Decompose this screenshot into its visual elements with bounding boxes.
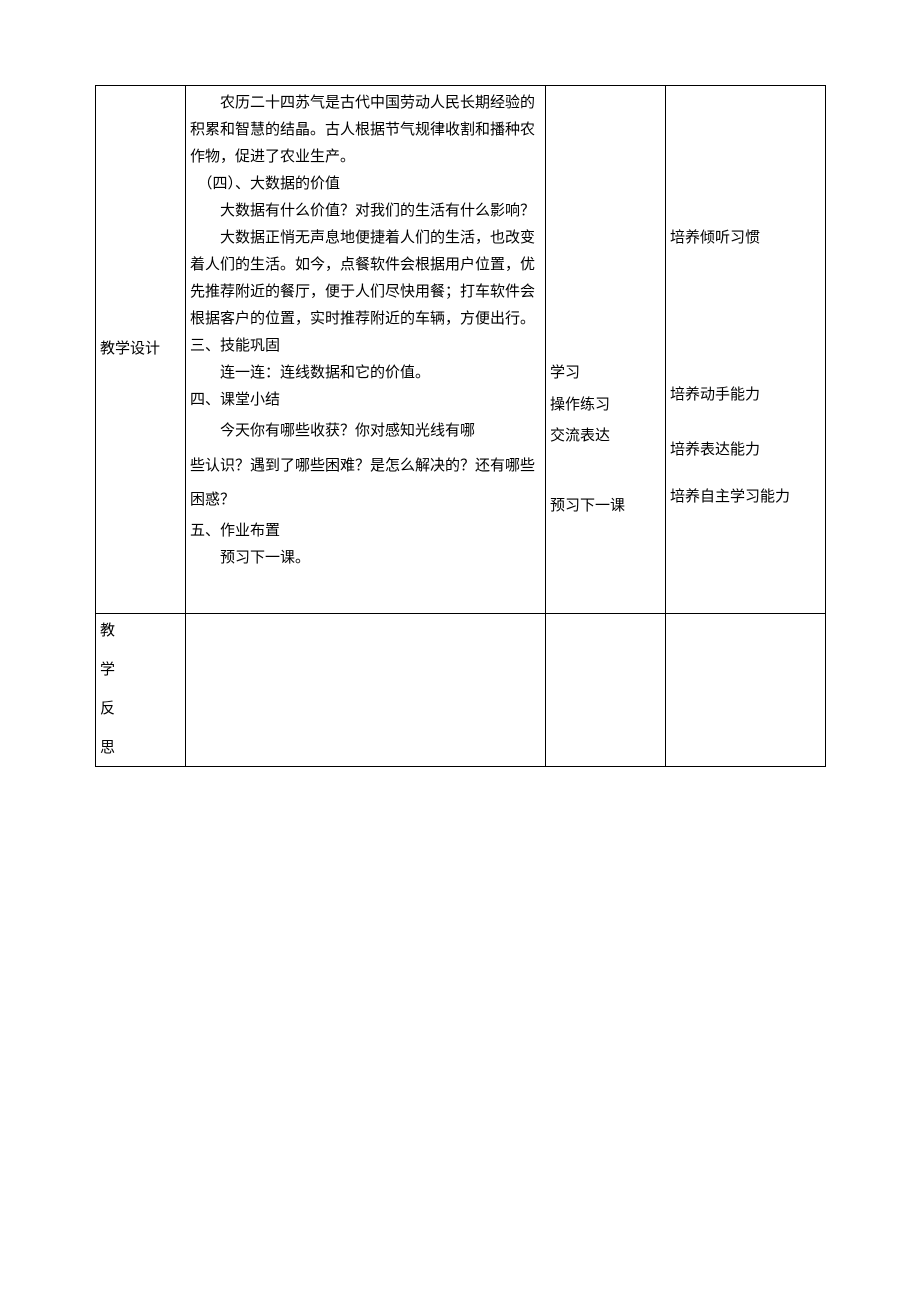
row1-goal-cell: 培养倾听习惯 培养动手能力 培养表达能力 培养自主学习能力 (666, 86, 826, 614)
goal-text: 培养表达能力 (670, 437, 821, 464)
row1-content-cell: 农历二十四苏气是古代中国劳动人民长期经验的积累和智慧的结晶。古人根据节气规律收割… (186, 86, 546, 614)
paragraph: 大数据有什么价值？对我们的生活有什么影响？ (190, 198, 541, 225)
spacer (670, 409, 821, 437)
char: 思 (100, 735, 115, 762)
student-activity: 学习 操作练习 交流表达 预习下一课 (550, 90, 661, 520)
teaching-content: 农历二十四苏气是古代中国劳动人民长期经验的积累和智慧的结晶。古人根据节气规律收割… (190, 90, 541, 572)
spacer (670, 90, 821, 225)
paragraph: 连一连：连线数据和它的价值。 (190, 360, 541, 387)
spacer (550, 90, 661, 358)
row2-label-cell: 教 学 反 思 (96, 614, 186, 767)
activity-text: 交流表达 (550, 421, 661, 453)
activity-text: 操作练习 (550, 390, 661, 422)
teaching-design-label: 教学设计 (98, 90, 183, 609)
row1-label-cell: 教学设计 (96, 86, 186, 614)
section-heading: 三、技能巩固 (190, 333, 541, 360)
paragraph: 大数据正悄无声息地便捷着人们的生活，也改变着人们的生活。如今，点餐软件会根据用户… (190, 225, 541, 333)
table-row: 教学设计 农历二十四苏气是古代中国劳动人民长期经验的积累和智慧的结晶。古人根据节… (96, 86, 826, 614)
row1-activity-cell: 学习 操作练习 交流表达 预习下一课 (546, 86, 666, 614)
char: 反 (100, 696, 115, 723)
activity-text: 预习下一课 (550, 493, 661, 520)
spacer (670, 252, 821, 382)
lesson-plan-table: 教学设计 农历二十四苏气是古代中国劳动人民长期经验的积累和智慧的结晶。古人根据节… (95, 85, 826, 767)
spacer (550, 453, 661, 493)
row2-goal-cell (666, 614, 826, 767)
goal-text: 培养动手能力 (670, 382, 821, 409)
reflection-label: 教 学 反 思 (98, 618, 183, 762)
paragraph: 些认识？遇到了哪些困难？是怎么解决的？还有哪些困惑？ (190, 449, 541, 518)
teaching-goal: 培养倾听习惯 培养动手能力 培养表达能力 培养自主学习能力 (670, 90, 821, 511)
paragraph: 农历二十四苏气是古代中国劳动人民长期经验的积累和智慧的结晶。古人根据节气规律收割… (190, 90, 541, 171)
goal-text: 培养倾听习惯 (670, 225, 821, 252)
spacer (670, 464, 821, 484)
paragraph: 预习下一课。 (190, 545, 541, 572)
char: 学 (100, 657, 115, 684)
section-heading: （四）、大数据的价值 (190, 171, 541, 198)
section-heading: 四、课堂小结 (190, 387, 541, 414)
label-text: 教学设计 (100, 336, 160, 363)
row2-activity-cell (546, 614, 666, 767)
paragraph: 今天你有哪些收获？你对感知光线有哪 (190, 414, 541, 449)
activity-text: 学习 (550, 358, 661, 390)
char: 教 (100, 618, 115, 645)
goal-text: 培养自主学习能力 (670, 484, 821, 511)
section-heading: 五、作业布置 (190, 518, 541, 545)
row2-content-cell (186, 614, 546, 767)
table-row: 教 学 反 思 (96, 614, 826, 767)
